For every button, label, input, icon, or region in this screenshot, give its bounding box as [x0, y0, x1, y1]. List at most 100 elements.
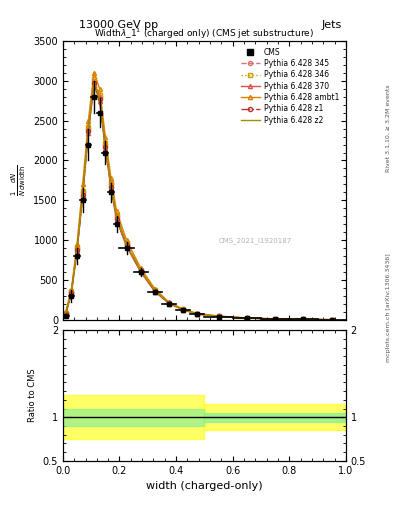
Pythia 6.428 z2	[103, 143, 108, 149]
Title: Width$\lambda\_1^1$ (charged only) (CMS jet substructure): Width$\lambda\_1^1$ (charged only) (CMS …	[94, 27, 314, 41]
Pythia 6.428 370	[69, 290, 74, 296]
Pythia 6.428 370	[97, 98, 102, 104]
Pythia 6.428 346	[86, 124, 91, 130]
Legend: CMS, Pythia 6.428 345, Pythia 6.428 346, Pythia 6.428 370, Pythia 6.428 ambt1, P: CMS, Pythia 6.428 345, Pythia 6.428 346,…	[238, 45, 342, 127]
Pythia 6.428 z2	[114, 215, 119, 221]
Pythia 6.428 346	[69, 288, 74, 294]
Line: Pythia 6.428 z1: Pythia 6.428 z1	[64, 81, 334, 322]
Pythia 6.428 370	[167, 301, 171, 307]
Pythia 6.428 z1	[138, 268, 143, 274]
CMS	[195, 311, 200, 317]
CMS	[103, 150, 108, 156]
Line: Pythia 6.428 z2: Pythia 6.428 z2	[66, 82, 332, 319]
Pythia 6.428 370	[244, 315, 249, 321]
Pythia 6.428 z2	[167, 300, 171, 306]
Pythia 6.428 ambt1	[195, 310, 200, 316]
Pythia 6.428 ambt1	[103, 134, 108, 140]
Pythia 6.428 345	[152, 287, 157, 293]
Pythia 6.428 ambt1	[244, 315, 249, 321]
Pythia 6.428 345	[63, 310, 68, 316]
Pythia 6.428 370	[75, 248, 79, 254]
Pythia 6.428 370	[181, 307, 185, 313]
Pythia 6.428 345	[80, 189, 85, 196]
X-axis label: width (charged-only): width (charged-only)	[146, 481, 263, 491]
Pythia 6.428 345	[273, 316, 277, 322]
Pythia 6.428 346	[244, 315, 249, 321]
Pythia 6.428 z1	[329, 316, 334, 323]
Pythia 6.428 345	[114, 213, 119, 219]
Pythia 6.428 370	[273, 316, 277, 322]
Pythia 6.428 370	[92, 82, 96, 88]
Text: CMS_2021_I1920187: CMS_2021_I1920187	[219, 237, 292, 244]
Pythia 6.428 345	[97, 94, 102, 100]
Line: Pythia 6.428 346: Pythia 6.428 346	[64, 77, 334, 322]
Pythia 6.428 z1	[301, 316, 306, 323]
Pythia 6.428 345	[108, 181, 113, 187]
Pythia 6.428 345	[92, 78, 96, 84]
Line: CMS: CMS	[63, 94, 334, 322]
Line: Pythia 6.428 ambt1: Pythia 6.428 ambt1	[64, 71, 334, 322]
Pythia 6.428 z1	[216, 313, 221, 319]
Pythia 6.428 z2	[86, 127, 91, 133]
Pythia 6.428 346	[97, 92, 102, 98]
Pythia 6.428 ambt1	[152, 286, 157, 292]
CMS	[138, 269, 143, 275]
Pythia 6.428 ambt1	[97, 86, 102, 92]
Pythia 6.428 346	[114, 211, 119, 218]
Pythia 6.428 346	[103, 140, 108, 146]
Pythia 6.428 370	[108, 185, 113, 191]
Pythia 6.428 345	[138, 267, 143, 273]
Line: Pythia 6.428 370: Pythia 6.428 370	[64, 83, 334, 322]
Pythia 6.428 346	[75, 244, 79, 250]
Pythia 6.428 346	[138, 267, 143, 273]
CMS	[167, 301, 171, 307]
Pythia 6.428 z1	[75, 247, 79, 253]
Pythia 6.428 z2	[138, 268, 143, 274]
Pythia 6.428 346	[167, 300, 171, 306]
CMS	[75, 253, 79, 259]
Pythia 6.428 370	[329, 316, 334, 323]
Text: 13000 GeV pp: 13000 GeV pp	[79, 20, 158, 30]
Pythia 6.428 ambt1	[273, 316, 277, 322]
Pythia 6.428 345	[167, 300, 171, 306]
Pythia 6.428 346	[108, 180, 113, 186]
Pythia 6.428 z2	[80, 191, 85, 197]
Pythia 6.428 z2	[92, 79, 96, 86]
Pythia 6.428 345	[75, 245, 79, 251]
Pythia 6.428 z1	[181, 307, 185, 313]
CMS	[92, 94, 96, 100]
CMS	[124, 245, 129, 251]
Pythia 6.428 ambt1	[108, 175, 113, 181]
Pythia 6.428 z1	[92, 80, 96, 86]
Pythia 6.428 ambt1	[216, 313, 221, 319]
Pythia 6.428 z1	[80, 191, 85, 198]
Pythia 6.428 345	[195, 311, 200, 317]
Pythia 6.428 370	[138, 269, 143, 275]
Pythia 6.428 z1	[167, 300, 171, 306]
CMS	[97, 110, 102, 116]
Pythia 6.428 370	[124, 244, 129, 250]
Pythia 6.428 345	[86, 125, 91, 132]
Pythia 6.428 z1	[273, 316, 277, 322]
CMS	[216, 313, 221, 319]
CMS	[80, 197, 85, 203]
Pythia 6.428 ambt1	[138, 265, 143, 271]
Pythia 6.428 346	[301, 316, 306, 323]
Pythia 6.428 ambt1	[63, 309, 68, 315]
Pythia 6.428 z2	[69, 289, 74, 295]
Pythia 6.428 346	[80, 188, 85, 194]
Pythia 6.428 z2	[63, 310, 68, 316]
Pythia 6.428 z1	[244, 315, 249, 321]
Pythia 6.428 ambt1	[181, 306, 185, 312]
Text: mcplots.cern.ch [arXiv:1306.3436]: mcplots.cern.ch [arXiv:1306.3436]	[386, 253, 391, 361]
Pythia 6.428 346	[124, 240, 129, 246]
CMS	[69, 293, 74, 299]
CMS	[273, 316, 277, 322]
Pythia 6.428 ambt1	[86, 118, 91, 124]
Pythia 6.428 z2	[181, 307, 185, 313]
Pythia 6.428 370	[195, 311, 200, 317]
Pythia 6.428 370	[114, 217, 119, 223]
Text: Rivet 3.1.10, ≥ 3.2M events: Rivet 3.1.10, ≥ 3.2M events	[386, 84, 391, 172]
Pythia 6.428 z2	[301, 316, 306, 323]
Pythia 6.428 ambt1	[124, 237, 129, 243]
